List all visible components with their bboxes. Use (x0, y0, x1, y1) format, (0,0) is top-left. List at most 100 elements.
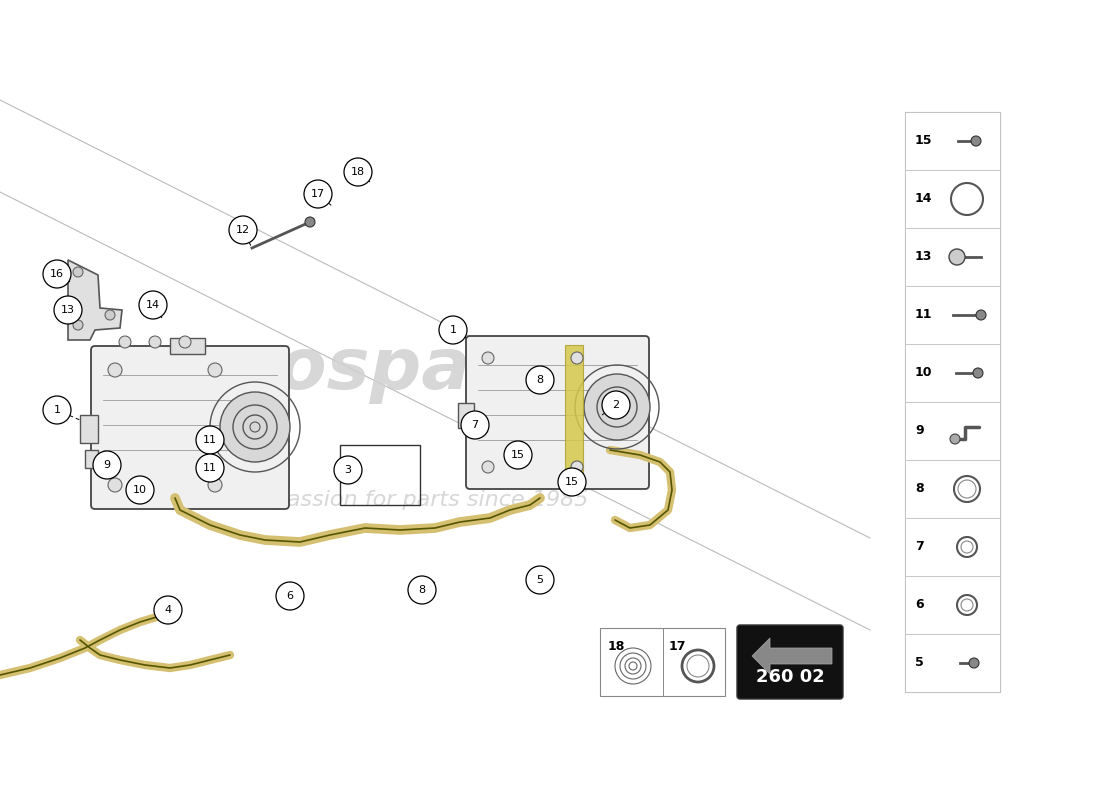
Circle shape (304, 180, 332, 208)
Bar (905, 112, 1000, 692)
Circle shape (148, 336, 161, 348)
Circle shape (229, 216, 257, 244)
Circle shape (334, 456, 362, 484)
Circle shape (126, 476, 154, 504)
Circle shape (73, 267, 82, 277)
Circle shape (558, 468, 586, 496)
Text: 15: 15 (512, 450, 525, 460)
Bar (340, 445, 420, 505)
Circle shape (974, 368, 983, 378)
Circle shape (976, 310, 986, 320)
Circle shape (950, 434, 960, 444)
Circle shape (208, 363, 222, 377)
Bar (170, 338, 205, 354)
Circle shape (571, 461, 583, 473)
Text: 260 02: 260 02 (756, 668, 824, 686)
Circle shape (108, 363, 122, 377)
Circle shape (104, 310, 116, 320)
Bar (905, 344, 1000, 402)
Text: 8: 8 (915, 482, 924, 495)
Text: 5: 5 (915, 657, 924, 670)
Text: 11: 11 (204, 463, 217, 473)
Text: 7: 7 (472, 420, 478, 430)
Bar (85, 450, 98, 468)
Circle shape (54, 296, 82, 324)
Text: a passion for parts since 1985: a passion for parts since 1985 (252, 490, 589, 510)
Circle shape (482, 461, 494, 473)
Text: 6: 6 (915, 598, 924, 611)
Text: 14: 14 (146, 300, 161, 310)
Circle shape (94, 451, 121, 479)
Bar (80, 415, 98, 443)
Circle shape (482, 352, 494, 364)
Circle shape (461, 411, 490, 439)
Text: 10: 10 (915, 366, 933, 379)
Circle shape (602, 391, 630, 419)
Bar (458, 403, 474, 428)
Text: 5: 5 (537, 575, 543, 585)
Bar (905, 518, 1000, 576)
Bar (905, 402, 1000, 460)
Circle shape (43, 260, 72, 288)
Text: 4: 4 (164, 605, 172, 615)
Bar (905, 576, 1000, 634)
Circle shape (208, 478, 222, 492)
Bar (905, 634, 1000, 692)
Text: 13: 13 (60, 305, 75, 315)
Circle shape (276, 582, 304, 610)
Text: 11: 11 (204, 435, 217, 445)
Circle shape (571, 352, 583, 364)
Text: 10: 10 (133, 485, 147, 495)
Bar (905, 228, 1000, 286)
Text: 2: 2 (613, 400, 619, 410)
Bar (905, 170, 1000, 228)
Bar (905, 112, 1000, 170)
Text: 18: 18 (608, 640, 626, 653)
Text: 17: 17 (669, 640, 686, 653)
Text: 11: 11 (915, 309, 933, 322)
Text: 8: 8 (537, 375, 543, 385)
Text: eurosparEs: eurosparEs (142, 335, 598, 405)
Circle shape (119, 336, 131, 348)
FancyBboxPatch shape (91, 346, 289, 509)
Text: 17: 17 (311, 189, 326, 199)
Text: 7: 7 (915, 541, 924, 554)
Bar (600, 628, 725, 696)
Circle shape (439, 316, 468, 344)
Circle shape (971, 136, 981, 146)
Text: 15: 15 (915, 134, 933, 147)
Bar (905, 286, 1000, 344)
Circle shape (949, 249, 965, 265)
Text: 16: 16 (50, 269, 64, 279)
Circle shape (196, 426, 224, 454)
Text: 1: 1 (450, 325, 456, 335)
Bar (565, 345, 583, 480)
Circle shape (196, 454, 224, 482)
Circle shape (154, 596, 182, 624)
Circle shape (504, 441, 532, 469)
Circle shape (584, 374, 650, 440)
Circle shape (305, 217, 315, 227)
Circle shape (179, 336, 191, 348)
Circle shape (43, 396, 72, 424)
FancyBboxPatch shape (737, 625, 843, 699)
Circle shape (526, 566, 554, 594)
Text: 14: 14 (915, 193, 933, 206)
Text: 6: 6 (286, 591, 294, 601)
Circle shape (139, 291, 167, 319)
Text: 1: 1 (54, 405, 60, 415)
Polygon shape (68, 260, 122, 340)
Text: 18: 18 (351, 167, 365, 177)
Text: 9: 9 (915, 425, 924, 438)
Circle shape (526, 366, 554, 394)
Text: 12: 12 (235, 225, 250, 235)
Circle shape (108, 478, 122, 492)
Text: 3: 3 (344, 465, 352, 475)
Circle shape (73, 320, 82, 330)
Circle shape (408, 576, 436, 604)
Circle shape (220, 392, 290, 462)
FancyBboxPatch shape (466, 336, 649, 489)
Circle shape (969, 658, 979, 668)
Text: 9: 9 (103, 460, 111, 470)
Text: 13: 13 (915, 250, 933, 263)
